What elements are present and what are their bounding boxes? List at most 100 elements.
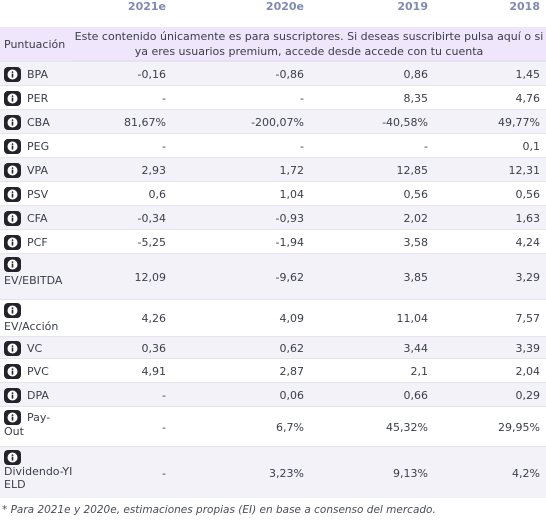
ratios-table: 2021e 2020e 2019 2018 Puntuación Este co… <box>0 0 546 498</box>
row-label-cell: VC <box>4 341 74 356</box>
value-cell-2020e: - <box>300 140 304 153</box>
value-cell-2021e: 0,36 <box>141 342 167 355</box>
value-cell-2019: 11,04 <box>396 312 429 325</box>
value-cell-2020e: 0,06 <box>279 389 305 402</box>
info-icon[interactable] <box>4 450 21 465</box>
value-cell-2020e: 6,7% <box>276 421 304 434</box>
table-row: EV/EBITDA 12,09 -9,62 3,85 3,29 <box>0 253 546 299</box>
year-header-2020e: 2020e <box>265 0 304 13</box>
value-cell-2020e: - <box>300 92 304 105</box>
row-label-cell: PER <box>4 91 74 106</box>
value-cell-2018: 2,04 <box>515 365 541 378</box>
value-cell-2018: 49,77% <box>498 116 540 129</box>
value-cell-2021e: - <box>162 467 166 480</box>
value-cell-2018: 0,56 <box>515 188 541 201</box>
row-label: PSV <box>27 187 49 201</box>
value-cell-2019: 0,56 <box>403 188 429 201</box>
value-cell-2021e: - <box>162 140 166 153</box>
value-cell-2020e: 1,04 <box>279 188 305 201</box>
info-icon[interactable] <box>4 303 21 318</box>
info-icon[interactable] <box>4 211 21 226</box>
value-cell-2019: 2,1 <box>410 365 429 378</box>
value-cell-2020e: -9,62 <box>275 271 304 284</box>
value-cell-2021e: - <box>162 389 166 402</box>
info-icon[interactable] <box>4 67 21 82</box>
value-cell-2018: 7,57 <box>515 312 541 325</box>
row-label: VPA <box>27 163 48 177</box>
row-label: PEG <box>27 139 50 153</box>
value-cell-2018: 0,29 <box>515 389 541 402</box>
value-cell-2018: 1,63 <box>515 212 541 225</box>
score-row-bg <box>0 27 72 61</box>
value-cell-2020e: 4,09 <box>279 312 305 325</box>
table-row: PSV 0,6 1,04 0,56 0,56 <box>0 181 546 205</box>
value-cell-2020e: 2,87 <box>279 365 305 378</box>
info-icon[interactable] <box>4 257 21 272</box>
row-label-cell: VPA <box>4 163 74 178</box>
value-cell-2020e: -0,93 <box>275 212 304 225</box>
value-cell-2021e: 4,91 <box>141 365 167 378</box>
value-cell-2021e: -5,25 <box>137 236 166 249</box>
value-cell-2019: 3,85 <box>403 271 429 284</box>
value-cell-2021e: 0,6 <box>148 188 167 201</box>
value-cell-2019: 0,86 <box>403 68 429 81</box>
row-label-cell: CFA <box>4 211 74 226</box>
value-cell-2018: 12,31 <box>508 164 541 177</box>
value-cell-2021e: 81,67% <box>124 116 166 129</box>
year-header-2019: 2019 <box>397 0 428 13</box>
value-cell-2018: 4,24 <box>515 236 541 249</box>
value-cell-2021e: 2,93 <box>141 164 167 177</box>
value-cell-2021e: 4,26 <box>141 312 167 325</box>
value-cell-2018: 4,76 <box>515 92 541 105</box>
row-label: Pay-Out <box>4 410 51 438</box>
value-cell-2019: 8,35 <box>403 92 429 105</box>
table-row: Dividendo-YIELD - 3,23% 9,13% 4,2% <box>0 446 546 498</box>
year-header-2018: 2018 <box>509 0 540 13</box>
value-cell-2021e: - <box>162 92 166 105</box>
row-label: PVC <box>27 364 49 378</box>
value-cell-2019: 12,85 <box>396 164 429 177</box>
table-row: VC 0,36 0,62 3,44 3,39 <box>0 336 546 358</box>
row-label-cell: EV/Acción <box>4 303 74 333</box>
subscriber-banner[interactable]: Este contenido únicamente es para suscri… <box>72 27 546 61</box>
value-cell-2021e: 12,09 <box>134 271 167 284</box>
value-cell-2020e: -0,86 <box>275 68 304 81</box>
value-cell-2018: 1,45 <box>515 68 541 81</box>
info-icon[interactable] <box>4 410 21 425</box>
info-icon[interactable] <box>4 364 21 379</box>
value-cell-2019: 2,02 <box>403 212 429 225</box>
info-icon[interactable] <box>4 341 21 356</box>
table-row: EV/Acción 4,26 4,09 11,04 7,57 <box>0 299 546 336</box>
value-cell-2018: 0,1 <box>522 140 541 153</box>
info-icon[interactable] <box>4 163 21 178</box>
info-icon[interactable] <box>4 91 21 106</box>
footnote: * Para 2021e y 2020e, estimaciones propi… <box>2 504 436 516</box>
info-icon[interactable] <box>4 388 21 403</box>
value-cell-2019: 9,13% <box>393 467 428 480</box>
row-label: VC <box>27 341 43 355</box>
table-row: PCF -5,25 -1,94 3,58 4,24 <box>0 229 546 253</box>
row-label: PCF <box>27 235 48 249</box>
info-icon[interactable] <box>4 187 21 202</box>
info-icon[interactable] <box>4 235 21 250</box>
row-label-cell: Pay-Out <box>4 410 56 438</box>
table-row: BPA -0,16 -0,86 0,86 1,45 <box>0 61 546 85</box>
score-label: Puntuación <box>4 38 66 51</box>
value-cell-2020e: -1,94 <box>275 236 304 249</box>
row-label: CBA <box>27 115 50 129</box>
table-row: DPA - 0,06 0,66 0,29 <box>0 382 546 406</box>
row-label: DPA <box>27 388 49 402</box>
row-label-cell: DPA <box>4 388 74 403</box>
value-cell-2020e: 0,62 <box>279 342 305 355</box>
value-cell-2019: 0,66 <box>403 389 429 402</box>
row-label-cell: Dividendo-YIELD <box>4 450 74 491</box>
info-icon[interactable] <box>4 115 21 130</box>
row-label-cell: PCF <box>4 235 74 250</box>
table-row: CBA 81,67% -200,07% -40,58% 49,77% <box>0 109 546 133</box>
info-icon[interactable] <box>4 139 21 154</box>
row-label-cell: BPA <box>4 67 74 82</box>
row-label-cell: CBA <box>4 115 74 130</box>
row-label: EV/EBITDA <box>4 274 63 287</box>
row-label-cell: EV/EBITDA <box>4 257 74 287</box>
row-label-cell: PSV <box>4 187 74 202</box>
